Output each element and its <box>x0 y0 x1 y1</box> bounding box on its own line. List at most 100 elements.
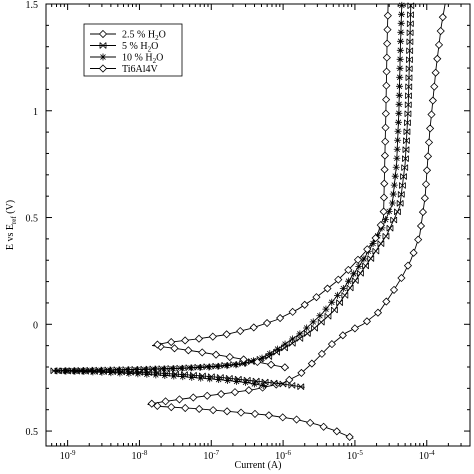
data-point <box>403 261 413 270</box>
data-point <box>398 1 406 9</box>
data-point <box>236 408 246 417</box>
data-point <box>407 11 414 19</box>
data-point <box>224 376 232 384</box>
data-point <box>404 119 411 127</box>
data-point <box>98 64 108 73</box>
data-point <box>297 383 305 390</box>
series-line <box>152 3 389 369</box>
data-point <box>341 292 349 299</box>
data-point <box>431 68 440 77</box>
data-point <box>189 393 198 402</box>
data-point <box>388 199 396 207</box>
data-point <box>323 284 332 293</box>
data-point <box>278 413 287 422</box>
data-point <box>319 422 328 431</box>
data-point <box>373 308 383 317</box>
data-point <box>338 331 347 340</box>
data-point <box>276 313 285 323</box>
data-point <box>317 349 326 358</box>
legend-entry: 5 % H2O <box>90 41 158 54</box>
data-point <box>353 255 363 264</box>
data-point <box>374 232 382 240</box>
data-point <box>98 368 106 376</box>
data-point <box>184 346 193 355</box>
data-point <box>311 324 318 332</box>
data-point <box>243 376 251 384</box>
data-point <box>292 415 301 424</box>
data-point <box>405 92 412 100</box>
data-point <box>394 127 402 135</box>
data-point <box>252 377 260 385</box>
data-point <box>400 173 407 180</box>
data-point <box>234 375 242 383</box>
y-tick-label: 1 <box>33 107 38 118</box>
data-point <box>241 359 249 367</box>
data-point <box>106 366 114 374</box>
x-tick-label: 10-8 <box>132 449 148 462</box>
data-point <box>376 221 385 230</box>
data-point <box>380 165 389 174</box>
data-point <box>303 324 311 332</box>
data-point <box>422 166 432 175</box>
data-point <box>382 297 391 306</box>
data-point <box>332 427 341 436</box>
data-point <box>393 145 401 153</box>
data-point <box>396 46 404 54</box>
data-point <box>197 374 205 382</box>
data-point <box>262 318 272 328</box>
data-point <box>147 399 156 408</box>
data-point <box>152 371 160 379</box>
data-point <box>300 300 309 309</box>
data-point <box>380 151 389 160</box>
data-point <box>363 245 372 254</box>
data-point <box>404 110 412 118</box>
data-point <box>296 335 304 342</box>
data-point <box>53 367 61 375</box>
data-point <box>381 137 390 146</box>
data-point <box>334 291 342 299</box>
data-point <box>405 83 413 91</box>
data-point <box>345 432 354 441</box>
data-point <box>395 109 403 117</box>
data-point <box>357 270 364 277</box>
data-point <box>382 53 391 62</box>
data-point <box>390 181 398 189</box>
data-point <box>225 352 234 362</box>
data-point <box>109 368 116 376</box>
data-point <box>265 353 273 360</box>
data-point <box>346 284 354 292</box>
data-point <box>279 380 287 388</box>
x-tick-label: 10-7 <box>203 449 219 462</box>
data-point <box>223 362 231 370</box>
data-point <box>253 357 262 367</box>
data-point <box>270 379 278 387</box>
data-point <box>389 285 399 294</box>
data-point <box>99 42 107 49</box>
data-point <box>258 354 266 362</box>
data-point <box>339 285 347 293</box>
data-point <box>233 377 241 385</box>
data-point <box>381 109 390 118</box>
data-point <box>324 312 332 320</box>
data-point <box>160 365 168 373</box>
data-point <box>328 298 336 306</box>
data-point <box>97 366 105 374</box>
data-point <box>288 340 296 347</box>
data-point <box>312 293 321 302</box>
data-point <box>426 124 435 133</box>
data-point <box>259 382 267 390</box>
data-point <box>416 221 426 231</box>
data-point <box>306 418 315 427</box>
data-point <box>406 20 414 28</box>
data-point <box>280 363 289 372</box>
data-point <box>395 100 403 108</box>
data-point <box>188 373 196 381</box>
data-point <box>382 95 391 104</box>
data-point <box>242 378 250 386</box>
data-point <box>403 137 410 144</box>
data-point <box>142 365 150 373</box>
data-point <box>398 10 406 18</box>
data-point <box>178 364 186 372</box>
data-point <box>170 372 178 380</box>
